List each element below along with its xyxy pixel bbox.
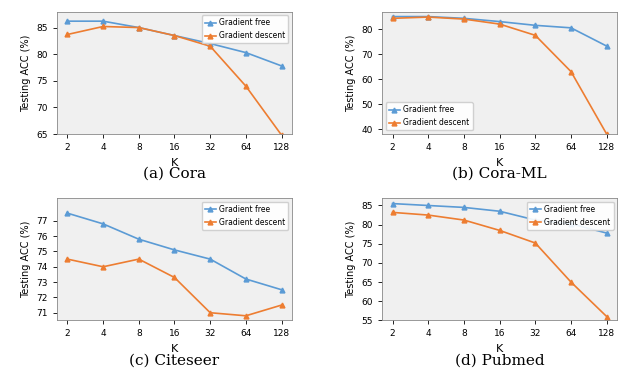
Gradient descent [64,257,71,261]
Gradient free [135,237,142,242]
Gradient free [567,25,575,30]
Gradient descent [603,314,610,319]
Gradient free [532,218,539,222]
Gradient free [242,277,249,281]
Gradient free [567,222,575,226]
Gradient free [425,14,432,19]
Gradient free [278,64,285,68]
Y-axis label: Testing ACC (%): Testing ACC (%) [346,34,356,112]
Gradient descent [460,218,467,222]
Line: Gradient free: Gradient free [390,14,609,49]
Gradient descent [207,310,214,315]
Text: (c) Citeseer: (c) Citeseer [129,353,220,367]
Legend: Gradient free, Gradient descent: Gradient free, Gradient descent [527,201,614,230]
Gradient free [135,25,142,30]
Line: Gradient descent: Gradient descent [65,24,284,138]
Text: (d) Pubmed: (d) Pubmed [455,353,544,367]
Legend: Gradient free, Gradient descent: Gradient free, Gradient descent [202,15,289,43]
Gradient free [460,205,467,210]
Gradient free [64,19,71,24]
Gradient descent [100,24,107,29]
Gradient free [460,16,467,20]
Gradient descent [278,303,285,307]
Gradient descent [603,132,610,136]
Gradient free [603,44,610,48]
Gradient descent [567,69,575,74]
Gradient free [532,23,539,28]
X-axis label: K: K [496,158,503,168]
Gradient free [100,19,107,24]
Gradient free [496,19,503,24]
Gradient free [207,257,214,261]
Gradient free [278,288,285,292]
Y-axis label: Testing ACC (%): Testing ACC (%) [21,220,31,298]
Gradient descent [242,84,249,88]
Gradient free [389,201,396,206]
Gradient descent [496,22,503,26]
Line: Gradient free: Gradient free [65,211,284,292]
Gradient free [171,247,178,252]
Line: Gradient free: Gradient free [65,19,284,68]
Gradient descent [171,33,178,38]
Gradient free [389,14,396,19]
X-axis label: K: K [171,344,178,354]
Y-axis label: Testing ACC (%): Testing ACC (%) [21,34,31,112]
X-axis label: K: K [496,344,503,354]
Line: Gradient descent: Gradient descent [390,210,609,319]
Gradient descent [425,15,432,19]
Legend: Gradient free, Gradient descent: Gradient free, Gradient descent [202,201,289,230]
Text: (a) Cora: (a) Cora [143,167,206,181]
Gradient free [603,231,610,235]
Gradient descent [135,25,142,30]
Gradient descent [532,33,539,38]
Gradient free [100,222,107,226]
Gradient descent [278,133,285,137]
Gradient descent [171,275,178,280]
Gradient free [207,41,214,46]
Gradient descent [496,228,503,233]
Gradient descent [532,241,539,245]
Gradient free [242,50,249,55]
X-axis label: K: K [171,158,178,168]
Gradient descent [567,280,575,284]
Gradient descent [460,17,467,21]
Gradient free [171,33,178,38]
Gradient descent [135,257,142,261]
Gradient free [64,211,71,215]
Y-axis label: Testing ACC (%): Testing ACC (%) [346,220,356,298]
Gradient descent [207,44,214,49]
Gradient descent [100,264,107,269]
Gradient free [425,203,432,208]
Gradient free [496,209,503,213]
Gradient descent [64,32,71,37]
Line: Gradient free: Gradient free [390,201,609,235]
Line: Gradient descent: Gradient descent [65,257,284,318]
Text: (b) Cora-ML: (b) Cora-ML [452,167,547,181]
Gradient descent [425,213,432,217]
Legend: Gradient free, Gradient descent: Gradient free, Gradient descent [386,102,472,130]
Gradient descent [389,16,396,20]
Gradient descent [389,210,396,215]
Line: Gradient descent: Gradient descent [390,15,609,137]
Gradient descent [242,313,249,318]
